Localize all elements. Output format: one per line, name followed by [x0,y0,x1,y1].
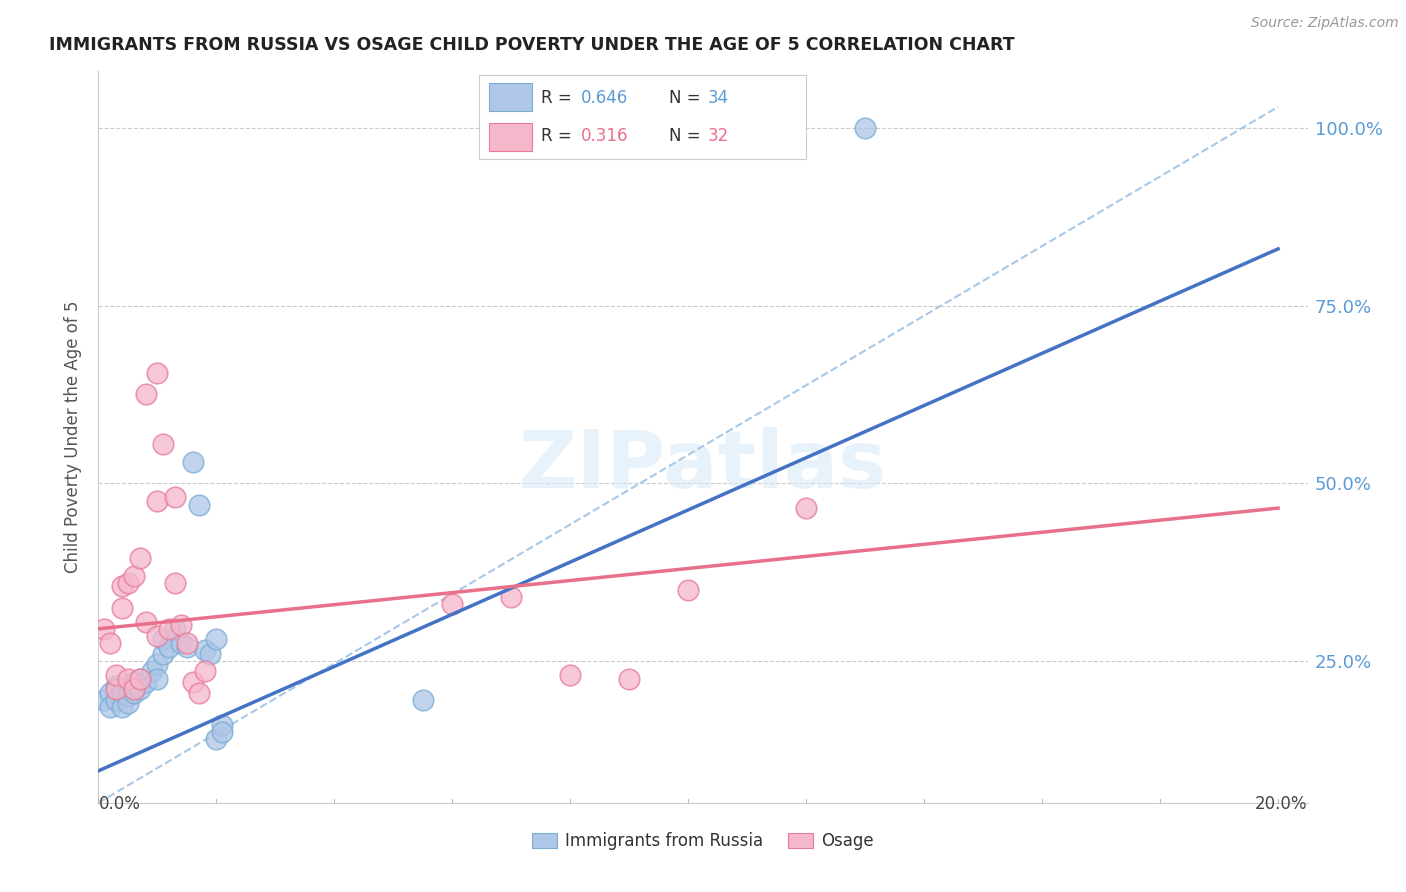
Y-axis label: Child Poverty Under the Age of 5: Child Poverty Under the Age of 5 [65,301,83,574]
Point [122,675,145,690]
Point [128,672,150,686]
Point [619,672,641,686]
Point [194,665,217,679]
Point [501,590,523,604]
Point [157,622,180,636]
Point [98,636,121,650]
Point [111,700,134,714]
Point [794,501,817,516]
Point [187,498,209,512]
Text: IMMIGRANTS FROM RUSSIA VS OSAGE CHILD POVERTY UNDER THE AGE OF 5 CORRELATION CHA: IMMIGRANTS FROM RUSSIA VS OSAGE CHILD PO… [49,36,1015,54]
Point [135,675,157,690]
Point [122,682,145,697]
Point [105,668,128,682]
Point [211,717,233,731]
Point [678,582,700,597]
Point [170,618,193,632]
Point [111,600,134,615]
Point [93,693,115,707]
Point [205,731,228,746]
Point [146,629,169,643]
Point [146,672,169,686]
Point [122,568,145,582]
Point [176,636,198,650]
Point [105,682,128,697]
Point [412,693,434,707]
Point [165,622,187,636]
Point [128,672,150,686]
Point [152,647,174,661]
Text: ZIPatlas: ZIPatlas [519,427,887,506]
Point [128,550,150,565]
Point [152,632,174,647]
Point [117,679,139,693]
Point [560,668,582,682]
Point [105,679,128,693]
Point [187,686,209,700]
Point [117,697,139,711]
Point [157,640,180,654]
Point [146,366,169,380]
Point [111,686,134,700]
Point [181,675,204,690]
Point [105,693,128,707]
Point [152,437,174,451]
Point [117,690,139,704]
Point [441,597,464,611]
Point [170,636,193,650]
Point [122,686,145,700]
Point [165,491,187,505]
Point [135,615,157,629]
Point [128,682,150,697]
Point [98,686,121,700]
Point [181,455,204,469]
Point [194,643,217,657]
Point [165,575,187,590]
Point [98,700,121,714]
Point [853,121,876,136]
Point [205,632,228,647]
Text: Source: ZipAtlas.com: Source: ZipAtlas.com [1251,16,1399,29]
Point [117,575,139,590]
Legend: Immigrants from Russia, Osage: Immigrants from Russia, Osage [524,825,882,856]
Text: 0.0%: 0.0% [98,796,141,814]
Point [117,672,139,686]
Point [200,647,222,661]
Text: 20.0%: 20.0% [1256,796,1308,814]
Point [141,665,163,679]
Point [111,579,134,593]
Point [135,387,157,401]
Point [176,640,198,654]
Point [211,724,233,739]
Point [146,494,169,508]
Point [146,657,169,672]
Point [93,622,115,636]
